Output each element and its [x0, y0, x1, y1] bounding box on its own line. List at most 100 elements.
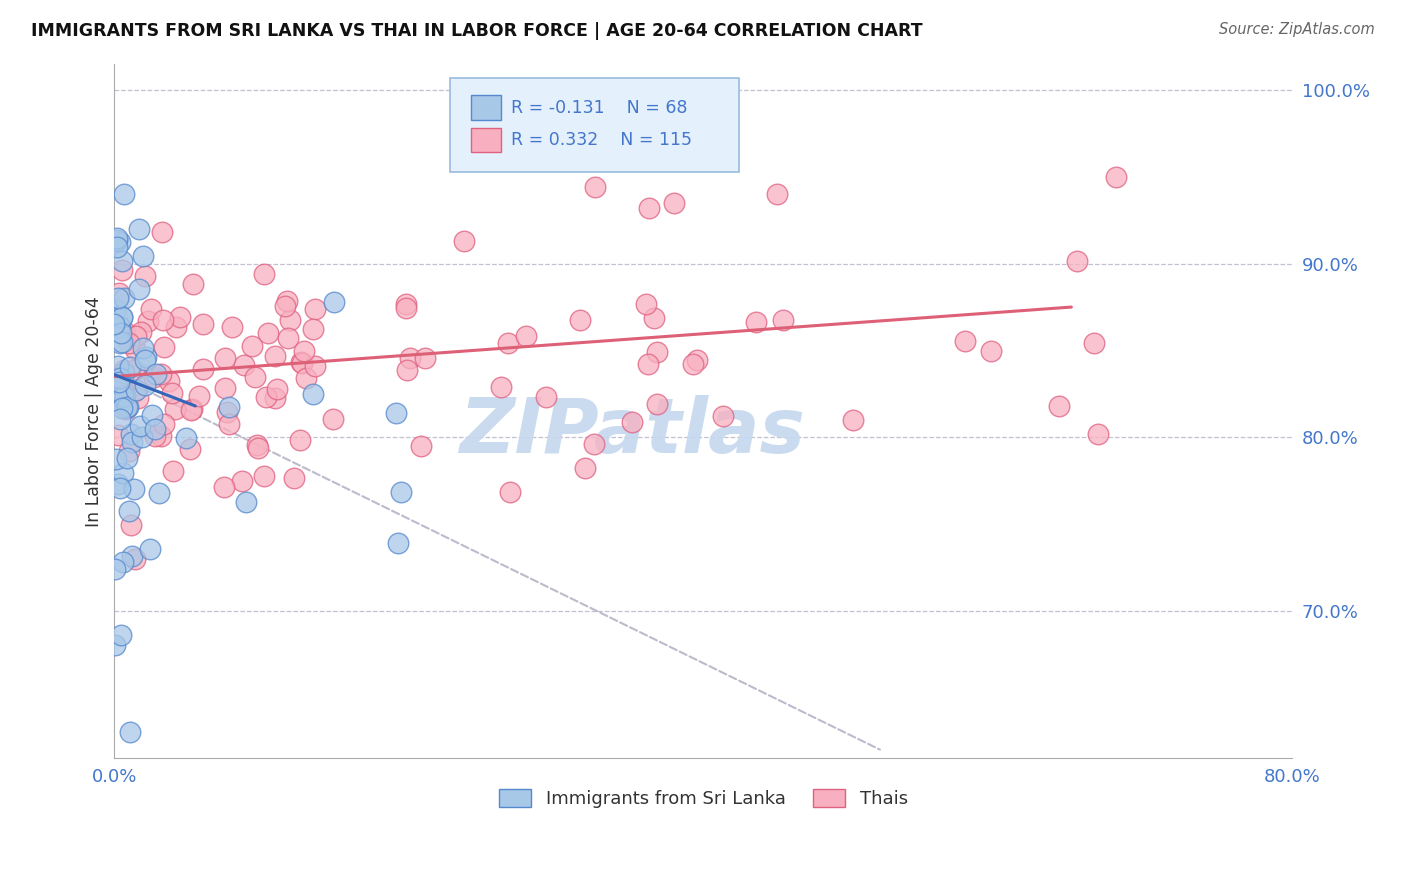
Point [104, 393, 127, 408]
Point [163, 402, 186, 417]
Point [115, 450, 138, 465]
Point [111, 310, 134, 324]
Point [766, 187, 789, 202]
Point [141, 302, 163, 317]
Point [645, 396, 668, 410]
Point [276, 294, 298, 309]
Point [152, 313, 174, 327]
FancyBboxPatch shape [450, 78, 738, 171]
Point [534, 390, 557, 404]
Point [662, 195, 685, 210]
Point [124, 343, 146, 357]
Point [1066, 254, 1088, 268]
Point [112, 389, 135, 403]
Point [515, 329, 537, 343]
Point [112, 366, 135, 380]
Point [278, 312, 301, 326]
Point [104, 301, 127, 316]
Point [841, 413, 863, 427]
Point [108, 375, 131, 389]
Point [110, 326, 132, 341]
Point [453, 234, 475, 248]
Point [1087, 426, 1109, 441]
Point [160, 385, 183, 400]
Point [1047, 399, 1070, 413]
Point [115, 401, 138, 416]
Point [174, 431, 197, 445]
Point [131, 341, 153, 355]
Point [120, 518, 142, 533]
Point [643, 310, 665, 325]
Point [121, 435, 143, 450]
Point [145, 368, 167, 382]
Point [290, 433, 312, 447]
Point [295, 371, 318, 385]
Point [395, 362, 418, 376]
Point [110, 390, 132, 404]
Legend: Immigrants from Sri Lanka, Thais: Immigrants from Sri Lanka, Thais [492, 782, 915, 815]
Point [491, 380, 513, 394]
Point [107, 476, 129, 491]
Point [118, 336, 141, 351]
Point [143, 370, 166, 384]
Point [181, 402, 204, 417]
Point [162, 464, 184, 478]
Point [1083, 335, 1105, 350]
Point [399, 351, 422, 365]
Point [114, 325, 136, 339]
Point [218, 417, 240, 431]
Point [711, 409, 734, 423]
Point [574, 461, 596, 475]
Point [110, 401, 132, 416]
Point [111, 310, 134, 325]
Point [128, 222, 150, 236]
Text: R = 0.332    N = 115: R = 0.332 N = 115 [512, 131, 692, 150]
Point [637, 357, 659, 371]
Point [389, 485, 412, 500]
Point [112, 291, 135, 305]
Point [152, 340, 174, 354]
Point [256, 326, 278, 340]
Point [135, 368, 157, 382]
Text: R = -0.131    N = 68: R = -0.131 N = 68 [512, 99, 688, 117]
Point [301, 322, 323, 336]
Point [246, 438, 269, 452]
Point [772, 313, 794, 327]
Point [105, 390, 128, 404]
Point [955, 334, 977, 348]
Point [395, 297, 418, 311]
Point [108, 412, 131, 426]
Point [169, 310, 191, 324]
Point [103, 317, 125, 331]
Point [108, 235, 131, 249]
Point [165, 320, 187, 334]
Point [253, 469, 276, 483]
Point [302, 387, 325, 401]
Point [292, 343, 315, 358]
Point [110, 628, 132, 642]
Point [637, 201, 659, 215]
Point [104, 562, 127, 576]
Point [183, 277, 205, 291]
Point [121, 549, 143, 564]
Point [291, 356, 314, 370]
Point [634, 297, 657, 311]
Point [395, 301, 418, 315]
Point [145, 422, 167, 436]
Point [191, 317, 214, 331]
Point [141, 408, 163, 422]
Point [107, 310, 129, 324]
Point [136, 314, 159, 328]
FancyBboxPatch shape [471, 95, 501, 120]
Point [118, 504, 141, 518]
Point [117, 400, 139, 414]
Point [114, 389, 136, 403]
Point [134, 377, 156, 392]
Point [112, 382, 135, 396]
Text: ZIPatlas: ZIPatlas [460, 395, 806, 469]
Point [686, 353, 709, 368]
Point [569, 313, 592, 327]
Point [254, 390, 277, 404]
Point [122, 482, 145, 496]
Point [111, 262, 134, 277]
